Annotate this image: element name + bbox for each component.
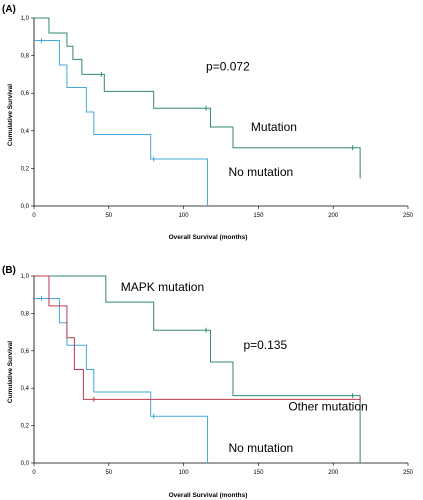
panel-b-annotation: Other mutation — [288, 400, 367, 414]
panel-a-x-axis-title: Overall Survival (months) — [169, 234, 248, 241]
panel-b: (B) Cumulative Survival Overall Survival… — [2, 265, 414, 499]
x-tick-label: 50 — [105, 470, 112, 476]
panel-a-annotation: Mutation — [251, 120, 297, 134]
x-tick-label: 250 — [403, 213, 414, 219]
panel-a-annotation: p=0.072 — [206, 60, 250, 74]
y-tick-label: 0,0 — [21, 461, 30, 467]
panel-b-series-0-curve — [34, 275, 361, 463]
y-tick-label: 0,0 — [21, 204, 30, 210]
panel-b-annotation: No mutation — [228, 441, 293, 455]
panel-b-annotation: p=0.135 — [243, 338, 287, 352]
panel-b-y-axis-title: Cumulative Survival — [7, 341, 14, 403]
panel-a: (A) Cumulative Survival Overall Survival… — [2, 4, 414, 241]
x-tick-label: 0 — [32, 213, 36, 219]
panel-b-series-1-curve — [34, 297, 209, 463]
y-tick-label: 0,8 — [21, 54, 30, 60]
panel-b-annotation: MAPK mutation — [121, 280, 204, 294]
y-tick-label: 0,6 — [21, 91, 30, 97]
x-tick-label: 150 — [253, 470, 264, 476]
panel-b-series-2-curve — [34, 275, 361, 400]
y-tick-label: 0,4 — [21, 129, 30, 135]
y-tick-label: 0,2 — [21, 424, 30, 430]
panel-a-y-axis-title: Cumulative Survival — [7, 84, 14, 146]
panel-b-x-axis-title: Overall Survival (months) — [169, 492, 248, 499]
x-tick-label: 200 — [328, 213, 339, 219]
y-tick-label: 0,6 — [21, 349, 30, 355]
x-tick-label: 100 — [179, 213, 190, 219]
panel-a-annotation: No mutation — [228, 165, 293, 179]
x-tick-label: 200 — [328, 470, 339, 476]
x-tick-label: 150 — [253, 213, 264, 219]
panel-a-label: (A) — [2, 4, 16, 15]
x-tick-label: 50 — [105, 213, 112, 219]
y-tick-label: 0,4 — [21, 386, 30, 392]
panel-a-series-0-curve — [34, 17, 361, 176]
panel-a-series-1-curve — [34, 40, 209, 206]
y-tick-label: 1,0 — [21, 274, 30, 280]
y-tick-label: 0,2 — [21, 166, 30, 172]
x-tick-label: 0 — [32, 470, 36, 476]
y-tick-label: 1,0 — [21, 16, 30, 22]
x-tick-label: 100 — [179, 470, 190, 476]
x-tick-label: 250 — [403, 470, 414, 476]
y-tick-label: 0,8 — [21, 311, 30, 317]
panel-b-label: (B) — [2, 265, 16, 276]
